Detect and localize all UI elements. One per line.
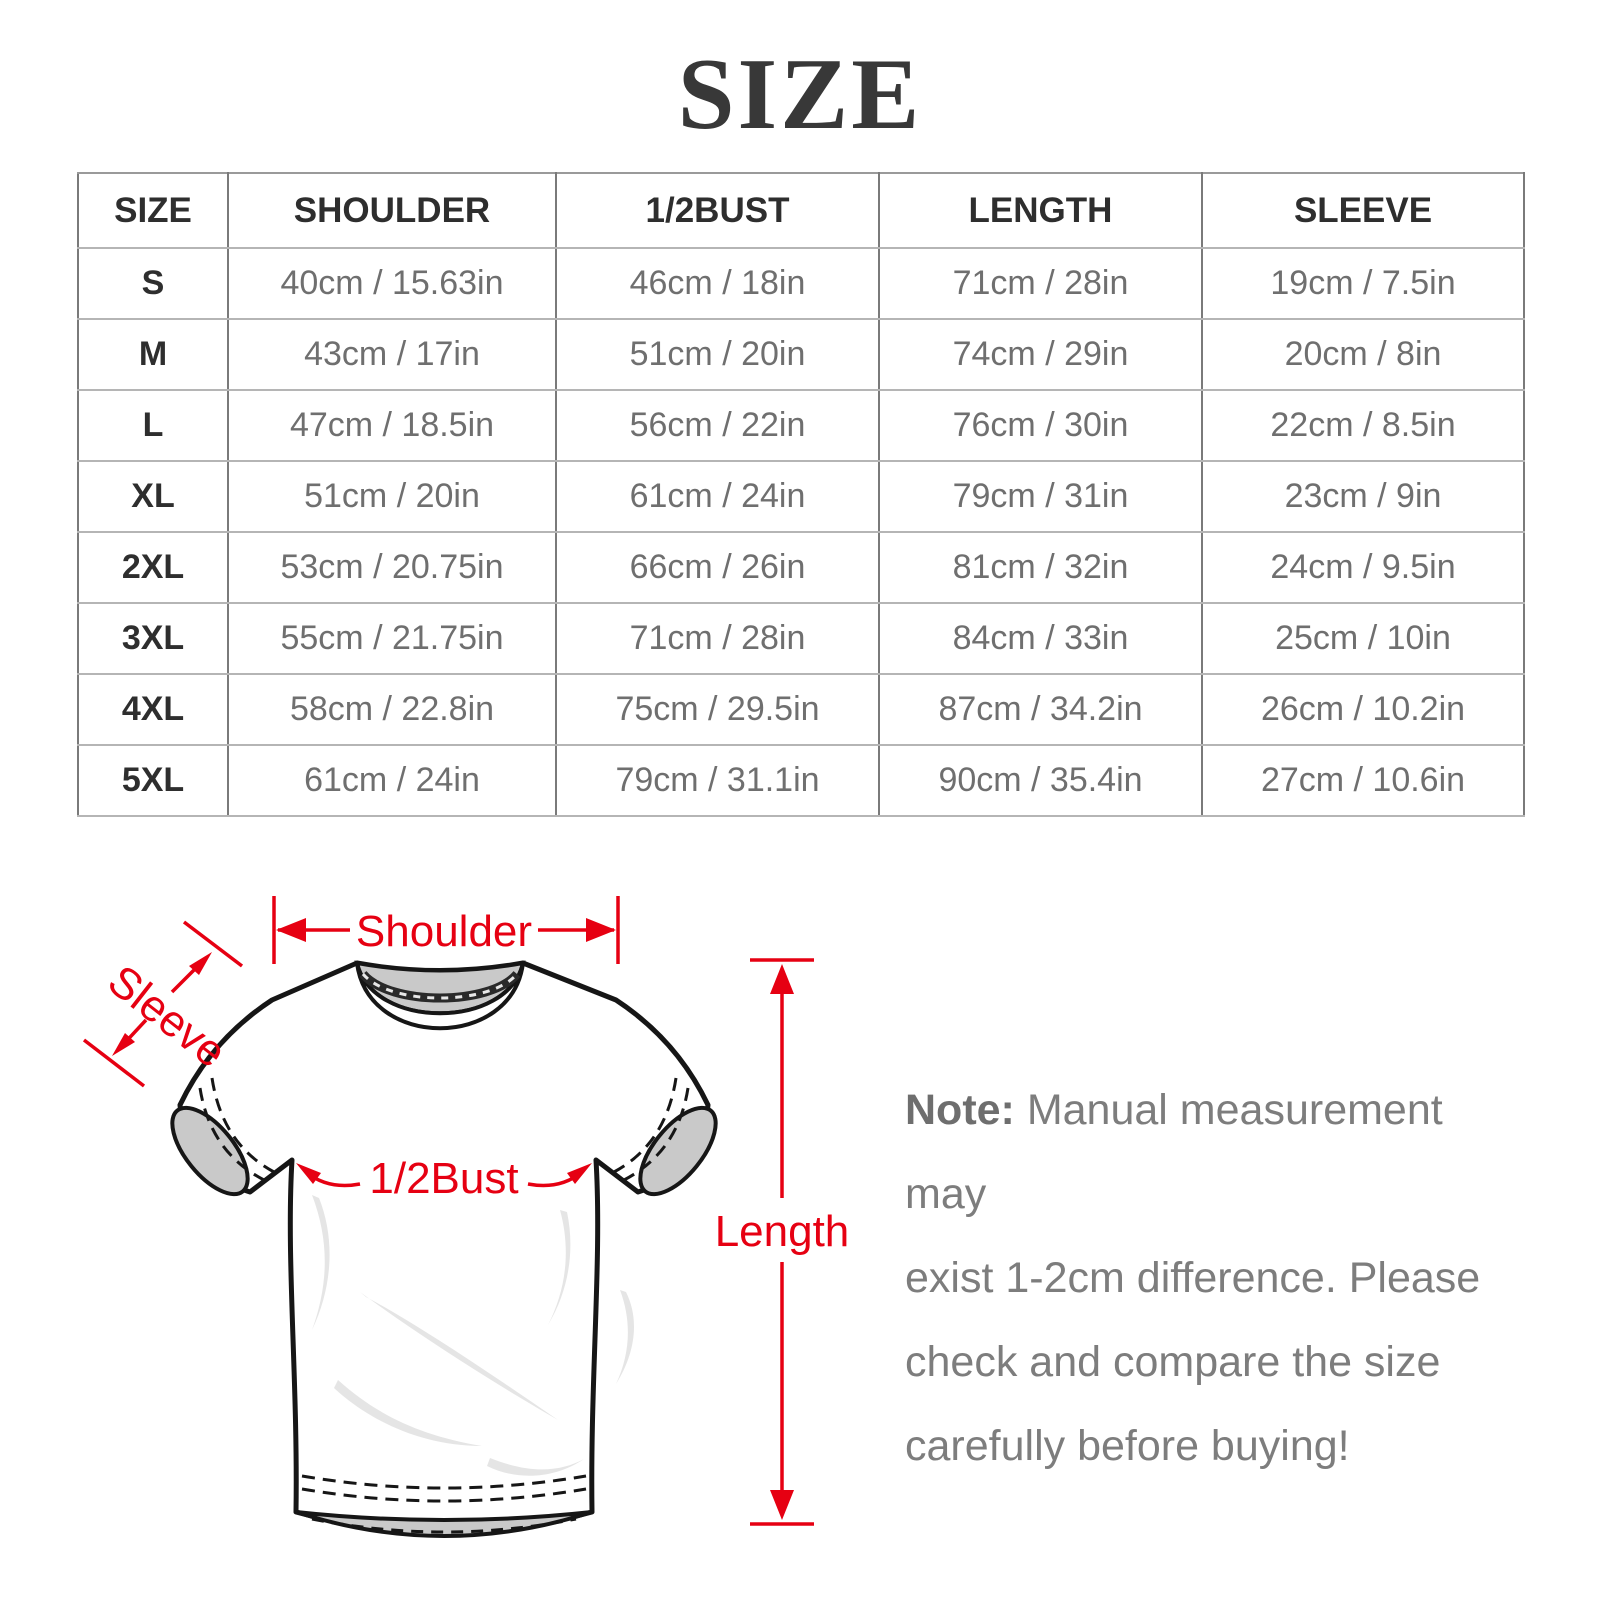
page-title: SIZE xyxy=(677,38,923,151)
table-row: 5XL 61cm / 24in 79cm / 31.1in 90cm / 35.4in… xyxy=(77,744,1525,817)
measurement-cell: 25cm / 10in xyxy=(1201,602,1525,675)
table-row: XL 51cm / 20in 61cm / 24in 79cm / 31in 23cm … xyxy=(77,460,1525,533)
table-row: 2XL 53cm / 20.75in 66cm / 26in 81cm / 32in 2… xyxy=(77,531,1525,604)
note-line: check and compare the size xyxy=(905,1338,1441,1386)
size-cell: 2XL xyxy=(77,531,229,604)
size-cell: M xyxy=(77,318,229,391)
measurement-cell: 19cm / 7.5in xyxy=(1201,247,1525,320)
arrowhead-up-icon xyxy=(770,964,794,994)
sleeve-label: Sleeve xyxy=(99,956,235,1077)
arrowhead-right-icon xyxy=(586,918,616,942)
measurement-cell: 61cm / 24in xyxy=(227,744,557,817)
measurement-cell: 51cm / 20in xyxy=(227,460,557,533)
arrowhead-down-icon xyxy=(112,1033,135,1056)
measurement-cell: 71cm / 28in xyxy=(878,247,1203,320)
half-bust-label: 1/2Bust xyxy=(369,1154,518,1203)
measurement-cell: 81cm / 32in xyxy=(878,531,1203,604)
size-cell: L xyxy=(77,389,229,462)
column-header-bust: 1/2BUST xyxy=(555,172,880,249)
measurement-cell: 90cm / 35.4in xyxy=(878,744,1203,817)
column-header-sleeve: SLEEVE xyxy=(1201,172,1525,249)
arrowhead-left-icon xyxy=(276,918,306,942)
note-text: Manual measurement may xyxy=(905,1086,1443,1218)
column-header-length: LENGTH xyxy=(878,172,1203,249)
note-line: carefully before buying! xyxy=(905,1422,1350,1470)
note-line: Note: Manual measurement may xyxy=(905,1068,1525,1236)
measurement-cell: 71cm / 28in xyxy=(555,602,880,675)
measurement-cell: 53cm / 20.75in xyxy=(227,531,557,604)
table-row: M 43cm / 17in 51cm / 20in 74cm / 29in 20cm /… xyxy=(77,318,1525,391)
length-label: Length xyxy=(715,1207,850,1256)
note-block: Note: Manual measurement may exist 1-2cm… xyxy=(905,1068,1525,1488)
measurement-cell: 66cm / 26in xyxy=(555,531,880,604)
size-cell: XL xyxy=(77,460,229,533)
measurement-cell: 27cm / 10.6in xyxy=(1201,744,1525,817)
bust-measure: 1/2Bust xyxy=(296,1154,592,1203)
tshirt-measurement-diagram: Shoulder Sleeve 1/2Bust xyxy=(82,896,850,1538)
size-cell: 3XL xyxy=(77,602,229,675)
tshirt-illustration xyxy=(170,960,718,1538)
size-cell: 5XL xyxy=(77,744,229,817)
note-label: Note: xyxy=(905,1086,1015,1134)
right-cuff-opening xyxy=(638,1105,718,1197)
measurement-cell: 74cm / 29in xyxy=(878,318,1203,391)
shoulder-measure: Shoulder xyxy=(272,896,620,964)
measurement-cell: 26cm / 10.2in xyxy=(1201,673,1525,746)
arrowhead-right-icon xyxy=(567,1163,592,1184)
column-header-shoulder: SHOULDER xyxy=(227,172,557,249)
measurement-cell: 51cm / 20in xyxy=(555,318,880,391)
table-row: 3XL 55cm / 21.75in 71cm / 28in 84cm / 33in 2… xyxy=(77,602,1525,675)
column-header-size: SIZE xyxy=(77,172,229,249)
table-header-row: SIZE SHOULDER 1/2BUST LENGTH SLEEVE xyxy=(77,172,1525,249)
size-cell: 4XL xyxy=(77,673,229,746)
arrowhead-up-icon xyxy=(189,952,212,975)
shoulder-label: Shoulder xyxy=(356,907,532,956)
tshirt-body xyxy=(177,960,711,1535)
measurement-cell: 55cm / 21.75in xyxy=(227,602,557,675)
measurement-cell: 79cm / 31.1in xyxy=(555,744,880,817)
measurement-cell: 84cm / 33in xyxy=(878,602,1203,675)
measurement-cell: 56cm / 22in xyxy=(555,389,880,462)
length-measure: Length xyxy=(715,958,850,1526)
measurement-cell: 46cm / 18in xyxy=(555,247,880,320)
arrowhead-left-icon xyxy=(296,1163,321,1184)
arrowhead-down-icon xyxy=(770,1490,794,1520)
table-row: S 40cm / 15.63in 46cm / 18in 71cm / 28in 19c… xyxy=(77,247,1525,320)
left-cuff-opening xyxy=(170,1105,250,1197)
collar-rib-stitch xyxy=(361,972,519,1000)
measurement-cell: 58cm / 22.8in xyxy=(227,673,557,746)
measurement-cell: 23cm / 9in xyxy=(1201,460,1525,533)
measurement-cell: 47cm / 18.5in xyxy=(227,389,557,462)
note-line: exist 1-2cm difference. Please xyxy=(905,1254,1481,1302)
measurement-cell: 20cm / 8in xyxy=(1201,318,1525,391)
table-row: L 47cm / 18.5in 56cm / 22in 76cm / 30in 22cm… xyxy=(77,389,1525,462)
measurement-cell: 79cm / 31in xyxy=(878,460,1203,533)
measurement-cell: 76cm / 30in xyxy=(878,389,1203,462)
measurement-cell: 22cm / 8.5in xyxy=(1201,389,1525,462)
measurement-cell: 43cm / 17in xyxy=(227,318,557,391)
measurement-cell: 40cm / 15.63in xyxy=(227,247,557,320)
fabric-folds xyxy=(312,1195,635,1476)
measurement-cell: 61cm / 24in xyxy=(555,460,880,533)
size-cell: S xyxy=(77,247,229,320)
measurement-cell: 87cm / 34.2in xyxy=(878,673,1203,746)
hem-roll xyxy=(295,1510,593,1538)
collar-front-band xyxy=(355,962,525,1031)
hem-roll-stitch xyxy=(311,1517,577,1534)
size-table: SIZE SHOULDER 1/2BUST LENGTH SLEEVE S 40c… xyxy=(77,172,1525,817)
measurement-cell: 75cm / 29.5in xyxy=(555,673,880,746)
measurement-cell: 24cm / 9.5in xyxy=(1201,531,1525,604)
table-row: 4XL 58cm / 22.8in 75cm / 29.5in 87cm / 34.2… xyxy=(77,673,1525,746)
